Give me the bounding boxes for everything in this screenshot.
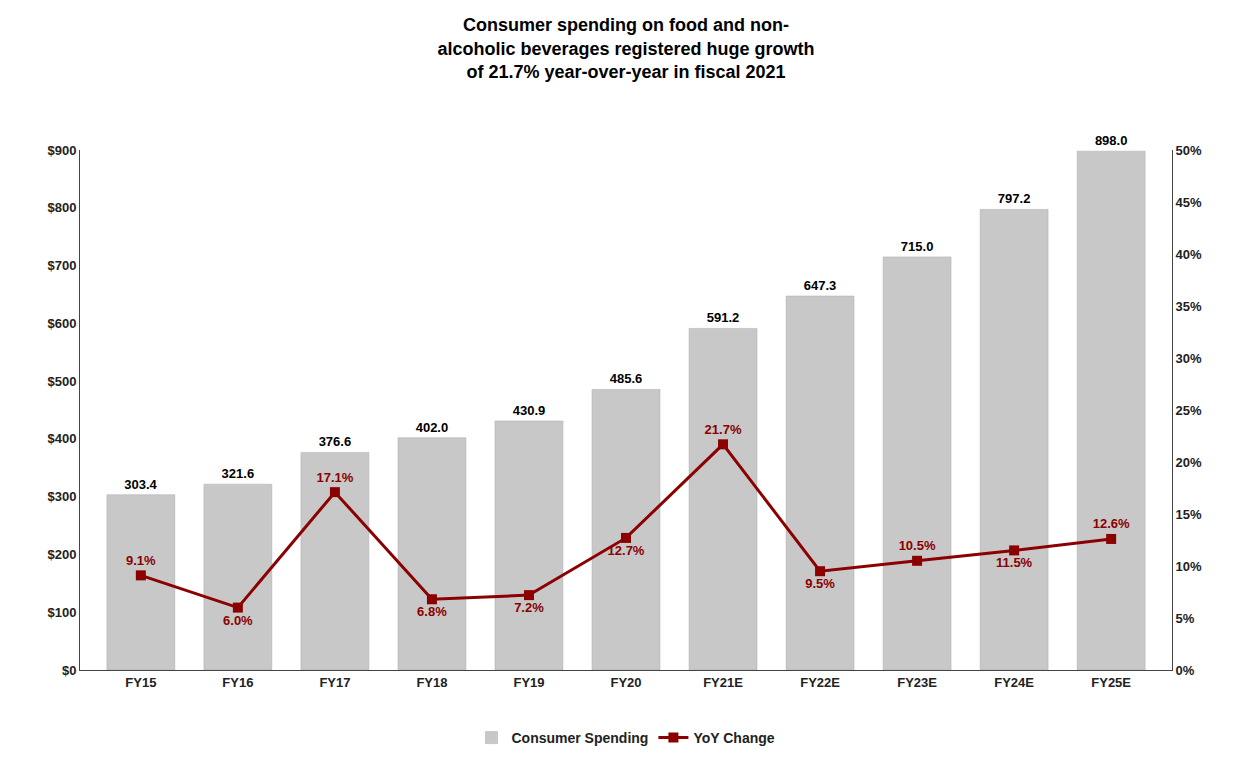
svg-text:797.2: 797.2 (998, 191, 1031, 206)
svg-text:30%: 30% (1176, 351, 1202, 366)
svg-text:376.6: 376.6 (319, 434, 352, 449)
svg-text:15%: 15% (1176, 507, 1202, 522)
svg-text:647.3: 647.3 (804, 278, 837, 293)
svg-text:591.2: 591.2 (707, 310, 740, 325)
svg-text:715.0: 715.0 (901, 239, 934, 254)
svg-text:25%: 25% (1176, 403, 1202, 418)
svg-text:Consumer spending on food and: Consumer spending on food and non-alcoho… (437, 15, 814, 82)
svg-text:898.0: 898.0 (1095, 133, 1128, 148)
svg-text:FY15: FY15 (125, 675, 156, 690)
svg-text:6.0%: 6.0% (223, 613, 253, 628)
svg-text:7.2%: 7.2% (514, 600, 544, 615)
svg-text:5%: 5% (1176, 611, 1195, 626)
svg-text:FY21E: FY21E (703, 675, 743, 690)
svg-text:9.1%: 9.1% (126, 553, 156, 568)
svg-text:$900: $900 (47, 143, 76, 158)
svg-text:FY25E: FY25E (1091, 675, 1131, 690)
svg-text:FY16: FY16 (222, 675, 253, 690)
svg-text:FY23E: FY23E (897, 675, 937, 690)
svg-text:402.0: 402.0 (416, 420, 449, 435)
svg-text:$700: $700 (47, 258, 76, 273)
svg-text:21.7%: 21.7% (705, 422, 742, 437)
svg-text:12.7%: 12.7% (608, 543, 645, 558)
svg-text:YoY Change: YoY Change (693, 730, 774, 746)
svg-text:$400: $400 (47, 431, 76, 446)
svg-text:17.1%: 17.1% (316, 470, 353, 485)
svg-text:40%: 40% (1176, 247, 1202, 262)
svg-text:303.4: 303.4 (124, 477, 157, 492)
svg-text:FY19: FY19 (513, 675, 544, 690)
svg-text:12.6%: 12.6% (1093, 516, 1130, 531)
svg-text:$300: $300 (47, 489, 76, 504)
svg-text:485.6: 485.6 (610, 371, 643, 386)
svg-text:$600: $600 (47, 316, 76, 331)
svg-text:FY22E: FY22E (800, 675, 840, 690)
svg-text:20%: 20% (1176, 455, 1202, 470)
svg-text:0%: 0% (1176, 663, 1195, 678)
svg-text:$500: $500 (47, 374, 76, 389)
svg-text:$200: $200 (47, 547, 76, 562)
svg-text:Consumer Spending: Consumer Spending (512, 730, 649, 746)
svg-text:50%: 50% (1176, 143, 1202, 158)
svg-text:10.5%: 10.5% (899, 538, 936, 553)
svg-text:FY24E: FY24E (994, 675, 1034, 690)
svg-text:FY18: FY18 (416, 675, 447, 690)
svg-text:$800: $800 (47, 200, 76, 215)
svg-text:321.6: 321.6 (222, 466, 255, 481)
svg-text:45%: 45% (1176, 195, 1202, 210)
svg-text:9.5%: 9.5% (805, 576, 835, 591)
svg-text:35%: 35% (1176, 299, 1202, 314)
svg-text:11.5%: 11.5% (996, 555, 1033, 570)
svg-text:FY17: FY17 (319, 675, 350, 690)
svg-text:$100: $100 (47, 605, 76, 620)
svg-text:430.9: 430.9 (513, 403, 546, 418)
svg-text:10%: 10% (1176, 559, 1202, 574)
svg-text:$0: $0 (62, 663, 76, 678)
svg-text:FY20: FY20 (610, 675, 641, 690)
svg-text:6.8%: 6.8% (417, 604, 447, 619)
